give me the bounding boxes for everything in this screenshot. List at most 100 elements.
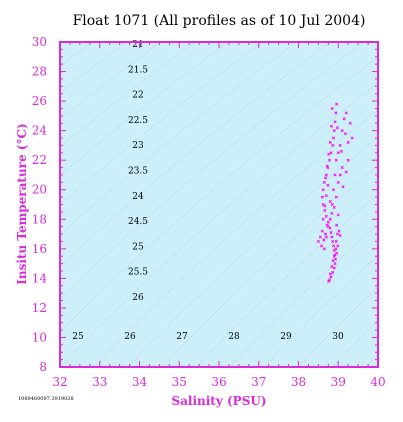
isopycnal-label: 26 xyxy=(132,293,144,303)
data-point xyxy=(324,176,328,180)
data-point xyxy=(336,180,340,184)
data-point xyxy=(335,223,339,227)
data-point xyxy=(320,195,324,199)
x-axis-title: Salinity (PSU) xyxy=(171,394,266,408)
data-point xyxy=(329,275,333,279)
x-tick-label: 35 xyxy=(172,375,187,389)
data-point xyxy=(344,170,348,174)
isopycnal-line xyxy=(60,42,297,236)
data-point xyxy=(327,278,332,282)
data-point xyxy=(336,244,340,248)
axis-ticks xyxy=(59,41,379,368)
data-point xyxy=(337,229,341,233)
data-point xyxy=(334,111,338,115)
y-tick-label: 18 xyxy=(32,212,47,226)
data-point xyxy=(322,238,326,242)
isopycnal-label: 24 xyxy=(132,192,144,202)
y-tick-label: 30 xyxy=(32,35,47,49)
x-tick-label: 37 xyxy=(251,375,266,389)
data-points xyxy=(316,102,354,283)
isopycnal-labels: 21 21.5 22 22.5 23 23.5 24 24.5 25 25.5 26 25 26 27 28… xyxy=(72,40,344,342)
chart-title: Float 1071 (All profiles as of 10 Jul 20… xyxy=(73,13,366,29)
isopycnal-label: 23.5 xyxy=(128,167,148,177)
isopycnal-line xyxy=(127,136,378,367)
isopycnal-line xyxy=(60,82,378,367)
isopycnal-label: 26 xyxy=(124,332,136,342)
y-tick-label: 14 xyxy=(32,271,48,285)
data-point xyxy=(324,173,328,177)
y-tick-label: 20 xyxy=(32,183,47,197)
data-point xyxy=(330,202,334,207)
isopycnal-label: 22 xyxy=(132,91,143,101)
data-point xyxy=(330,106,334,110)
isopycnal-line xyxy=(60,42,229,176)
x-tick-label: 36 xyxy=(211,375,226,389)
data-point xyxy=(344,111,348,115)
y-tick-label: 12 xyxy=(32,301,47,315)
isopycnal-lines xyxy=(0,42,378,367)
footnote: 1089460097.3919028 xyxy=(18,396,74,402)
data-point xyxy=(336,213,340,217)
data-point xyxy=(331,270,335,274)
isopycnal-label: 27 xyxy=(176,332,188,342)
data-point xyxy=(333,120,337,124)
y-tick-labels: 8 10 12 14 16 18 20 22 24 26 28 30 xyxy=(32,35,48,374)
data-point xyxy=(335,102,339,106)
data-point xyxy=(343,132,347,136)
data-point xyxy=(342,117,346,121)
data-point xyxy=(332,266,336,270)
y-tick-label: 28 xyxy=(32,65,47,79)
isopycnal-label: 25.5 xyxy=(128,268,148,278)
data-point xyxy=(320,229,324,233)
data-point xyxy=(336,151,340,155)
data-point xyxy=(321,217,325,221)
data-point xyxy=(324,214,328,218)
data-point xyxy=(331,259,335,263)
data-point xyxy=(332,254,336,258)
data-point xyxy=(332,129,336,133)
isopycnal-line xyxy=(263,254,378,367)
data-point xyxy=(324,232,328,236)
data-point xyxy=(327,158,332,162)
data-point xyxy=(322,180,326,184)
x-tick-labels: 32 33 34 35 36 37 38 39 40 xyxy=(52,375,385,389)
isopycnal-label: 30 xyxy=(332,332,344,342)
data-point xyxy=(329,151,333,155)
data-point xyxy=(338,173,342,177)
data-point xyxy=(325,164,329,168)
data-point xyxy=(334,239,338,243)
data-point xyxy=(329,124,334,128)
data-point xyxy=(328,140,332,144)
data-point xyxy=(333,262,337,266)
data-point xyxy=(335,232,339,236)
data-point xyxy=(323,204,327,208)
data-point xyxy=(321,188,325,192)
data-point xyxy=(335,126,339,130)
data-point xyxy=(318,235,322,239)
x-tick-label: 32 xyxy=(52,375,67,389)
data-point xyxy=(331,239,335,243)
y-tick-label: 22 xyxy=(32,153,47,167)
isopycnal-line xyxy=(60,42,161,120)
data-point xyxy=(327,152,331,156)
isopycnal-line xyxy=(60,42,195,148)
isopycnal-label: 29 xyxy=(280,332,292,342)
data-point xyxy=(333,257,337,261)
data-point xyxy=(324,235,328,239)
isopycnal-line xyxy=(0,42,58,367)
data-point xyxy=(327,279,331,283)
data-point xyxy=(325,223,329,227)
isopycnal-label: 24.5 xyxy=(128,217,148,227)
data-point xyxy=(334,158,338,162)
data-point xyxy=(324,194,328,198)
data-point xyxy=(331,188,335,192)
data-point xyxy=(328,217,332,221)
data-point xyxy=(316,239,320,243)
data-point xyxy=(340,166,344,170)
x-tick-label: 39 xyxy=(331,375,346,389)
data-point xyxy=(350,136,354,140)
x-tick-label: 34 xyxy=(132,375,148,389)
data-point xyxy=(328,272,332,276)
data-point xyxy=(334,195,338,199)
isopycnal-label: 25 xyxy=(132,242,144,252)
